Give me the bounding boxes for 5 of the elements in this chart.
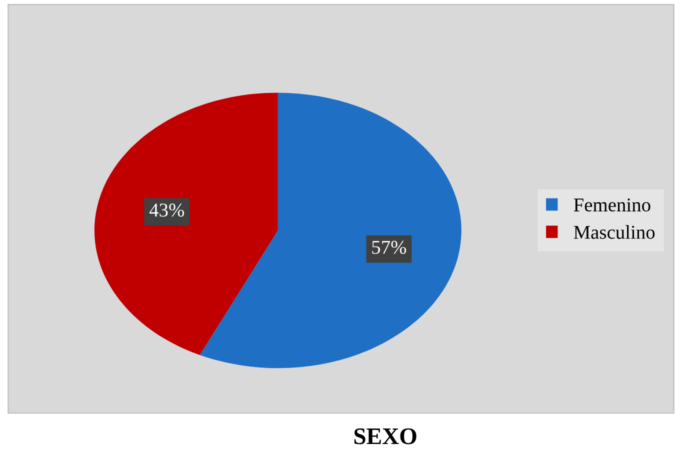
data-label: 43%: [149, 204, 184, 217]
text: SEXO: [354, 428, 416, 444]
legend-label: Femenino: [574, 198, 650, 212]
legend-label: Masculino: [574, 225, 655, 239]
data-label: 57%: [372, 240, 406, 254]
